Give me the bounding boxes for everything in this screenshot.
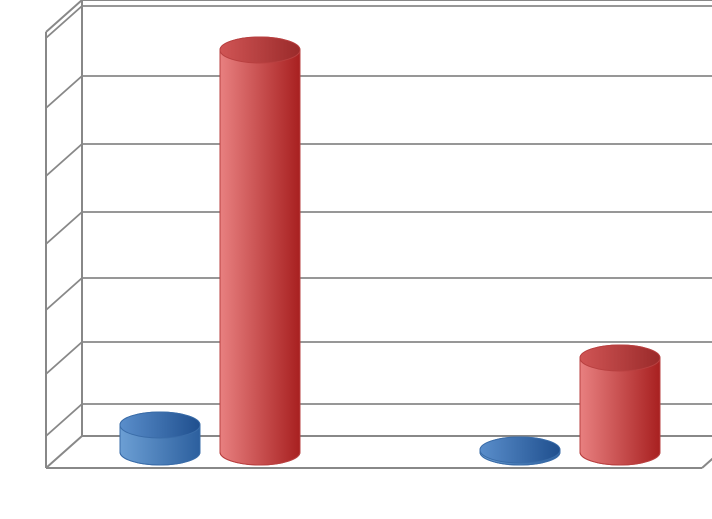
bar-cylinder: [480, 437, 560, 465]
bar-cylinder: [220, 37, 300, 465]
cylinder-bar-chart: [0, 0, 712, 519]
bar-cylinder: [580, 345, 660, 465]
bar-cylinder: [120, 412, 200, 465]
